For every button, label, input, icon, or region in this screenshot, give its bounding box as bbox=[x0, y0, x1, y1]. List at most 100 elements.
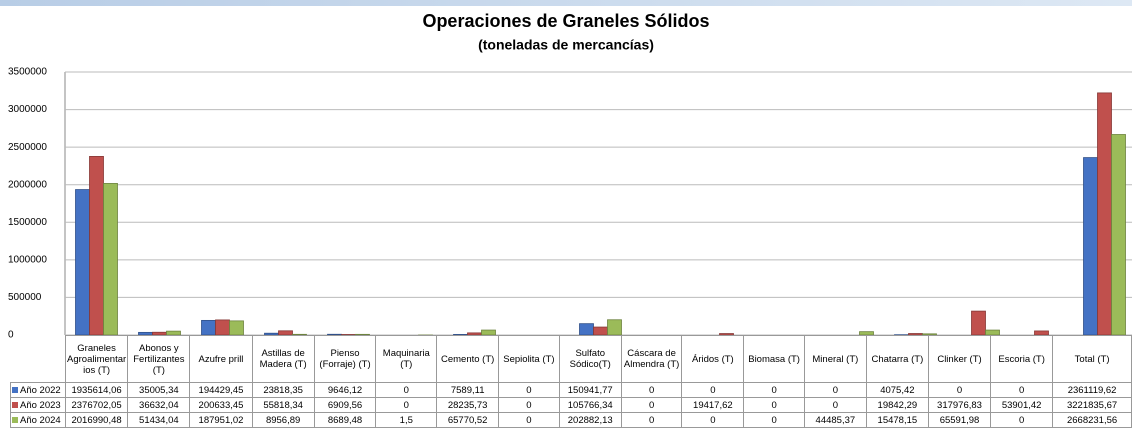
table-value: 19417,62 bbox=[681, 397, 745, 413]
table-value: 4075,42 bbox=[865, 382, 929, 398]
table-value: 0 bbox=[743, 397, 805, 413]
legend-label: Año 2022 bbox=[20, 384, 61, 396]
table-value: 7589,11 bbox=[436, 382, 500, 398]
table-value: 0 bbox=[620, 412, 683, 428]
chart-title: Operaciones de Graneles Sólidos bbox=[422, 11, 709, 31]
category-label: Cáscara de Almendra (T) bbox=[620, 335, 683, 383]
table-value: 0 bbox=[498, 382, 560, 398]
table-value: 0 bbox=[620, 397, 683, 413]
category-label: Escoria (T) bbox=[990, 335, 1054, 383]
y-tick-label: 500000 bbox=[8, 292, 42, 303]
table-value: 0 bbox=[375, 382, 438, 398]
table-value: 8689,48 bbox=[313, 412, 377, 428]
table-value: 15478,15 bbox=[865, 412, 929, 428]
table-value: 19842,29 bbox=[865, 397, 929, 413]
table-value: 8956,89 bbox=[251, 412, 315, 428]
legend-swatch bbox=[12, 386, 18, 393]
y-tick-label: 2000000 bbox=[8, 179, 47, 190]
table-value: 0 bbox=[803, 382, 867, 398]
category-label: Chatarra (T) bbox=[865, 335, 929, 383]
table-value: 0 bbox=[375, 397, 438, 413]
y-tick-label: 1000000 bbox=[8, 254, 47, 265]
bar bbox=[971, 310, 986, 336]
table-value: 2376702,05 bbox=[64, 397, 129, 413]
legend-swatch bbox=[12, 416, 18, 423]
bar bbox=[103, 183, 118, 336]
chart: Operaciones de Graneles Sólidos (tonelad… bbox=[0, 0, 1132, 340]
bar bbox=[1111, 134, 1126, 336]
table-value: 105766,34 bbox=[558, 397, 622, 413]
table-value: 0 bbox=[681, 412, 745, 428]
bar bbox=[481, 329, 496, 336]
category-label: Biomasa (T) bbox=[743, 335, 805, 383]
table-value: 0 bbox=[498, 397, 560, 413]
table-value: 3221835,67 bbox=[1052, 397, 1132, 413]
category-label: Clinker (T) bbox=[927, 335, 992, 383]
series-row: Año 2022 1935614,06 35005,34 194429,45 23818… bbox=[10, 382, 1132, 398]
bar bbox=[1083, 157, 1098, 336]
category-label: Total (T) bbox=[1052, 335, 1132, 383]
bar bbox=[355, 333, 370, 336]
series-row: Año 2023 2376702,05 36632,04 200633,45 55818… bbox=[10, 397, 1132, 413]
category-label: Áridos (T) bbox=[681, 335, 745, 383]
category-label: Astillas de Madera (T) bbox=[251, 335, 315, 383]
bar bbox=[89, 156, 104, 336]
y-tick-label: 0 bbox=[8, 330, 14, 340]
table-value: 55818,34 bbox=[251, 397, 315, 413]
category-label: Azufre prill bbox=[189, 335, 253, 383]
category-label: Maquinaria (T) bbox=[375, 335, 438, 383]
table-value: 51434,04 bbox=[127, 412, 191, 428]
y-tick-label: 3500000 bbox=[8, 67, 47, 78]
legend-entry: Año 2023 bbox=[10, 397, 66, 413]
table-value: 0 bbox=[803, 397, 867, 413]
bar bbox=[985, 329, 1000, 336]
bar bbox=[215, 319, 230, 336]
table-value: 150941,77 bbox=[558, 382, 622, 398]
header-row: Graneles Agroalimentarios (T) Abonos y Fe… bbox=[11, 335, 1132, 383]
category-label: Sepiolita (T) bbox=[498, 335, 560, 383]
table-value: 0 bbox=[620, 382, 683, 398]
y-tick-label: 2500000 bbox=[8, 142, 47, 153]
bar bbox=[579, 323, 594, 336]
table-value: 6909,56 bbox=[313, 397, 377, 413]
table-value: 23818,35 bbox=[251, 382, 315, 398]
table-value: 317976,83 bbox=[927, 397, 992, 413]
category-label: Mineral (T) bbox=[803, 335, 867, 383]
table-value: 35005,34 bbox=[127, 382, 191, 398]
table-value: 2361119,62 bbox=[1052, 382, 1132, 398]
category-label: Abonos y Fertilizantes (T) bbox=[127, 335, 191, 383]
table-value: 0 bbox=[990, 412, 1054, 428]
table-value: 2668231,56 bbox=[1052, 412, 1132, 428]
table-value: 0 bbox=[743, 382, 805, 398]
blank-cell bbox=[11, 336, 66, 383]
table-value: 1,5 bbox=[375, 412, 438, 428]
table-value: 65591,98 bbox=[927, 412, 992, 428]
table-value: 0 bbox=[927, 382, 992, 398]
bar bbox=[1097, 92, 1112, 336]
category-label: Pienso (Forraje) (T) bbox=[313, 335, 377, 383]
legend-label: Año 2024 bbox=[20, 414, 61, 426]
bar bbox=[201, 319, 216, 336]
table-value: 28235,73 bbox=[436, 397, 500, 413]
legend-swatch bbox=[12, 401, 18, 408]
bar bbox=[75, 189, 90, 336]
table-value: 200633,45 bbox=[189, 397, 253, 413]
table-value: 187951,02 bbox=[189, 412, 253, 428]
y-tick-label: 3000000 bbox=[8, 104, 47, 115]
top-band bbox=[0, 0, 1132, 6]
y-tick-label: 1500000 bbox=[8, 217, 47, 228]
table-value: 0 bbox=[990, 382, 1054, 398]
table-value: 202882,13 bbox=[558, 412, 622, 428]
bar bbox=[229, 320, 244, 336]
category-label: Cemento (T) bbox=[436, 335, 500, 383]
table-value: 2016990,48 bbox=[64, 412, 129, 428]
table-value: 0 bbox=[498, 412, 560, 428]
series-row: Año 2024 2016990,48 51434,04 187951,02 8956,… bbox=[10, 412, 1132, 428]
legend-entry: Año 2024 bbox=[10, 412, 66, 428]
table-value: 1935614,06 bbox=[64, 382, 129, 398]
category-label: Sulfato Sódico(T) bbox=[558, 335, 622, 383]
data-table: Graneles Agroalimentarios (T) Abonos y Fe… bbox=[10, 335, 1132, 428]
legend-label: Año 2023 bbox=[20, 399, 61, 411]
table-value: 36632,04 bbox=[127, 397, 191, 413]
